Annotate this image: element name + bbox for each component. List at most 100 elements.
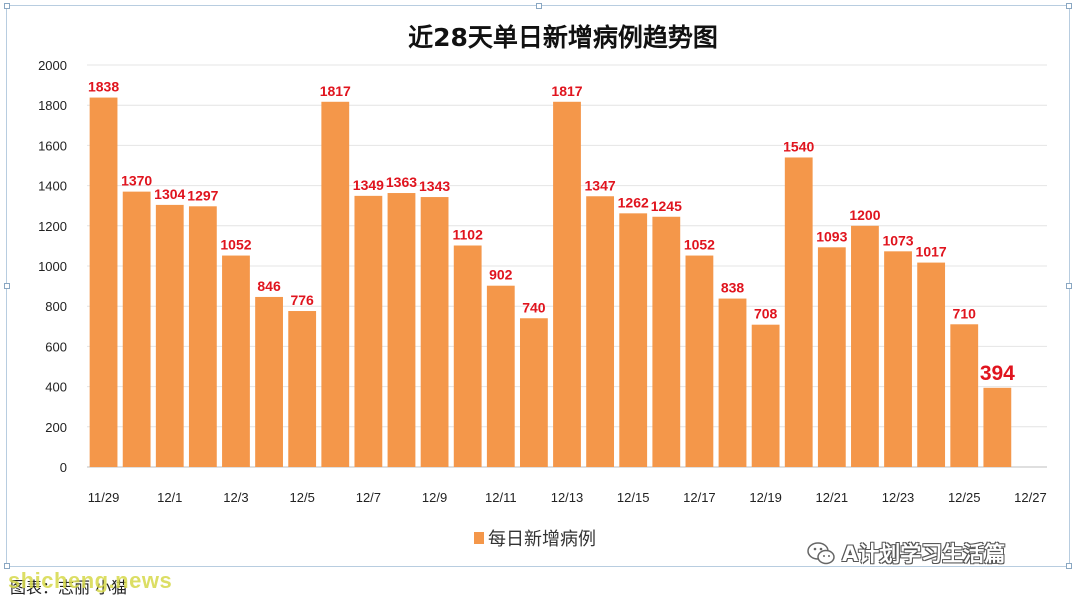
bar [817,247,846,467]
data-label: 1102 [453,226,484,242]
y-axis: 0 200 400 600 800 1000 1200 1400 1600 1800 2000 [38,58,67,475]
x-tick-label: 12/5 [290,490,315,505]
x-axis: 11/29 12/1 12/3 12/5 12/7 12/9 12/11 12/13 12/15… [88,490,1047,505]
data-label: 1073 [882,232,913,248]
data-label: 1297 [187,187,218,203]
bar [288,311,317,467]
data-label: 1200 [849,207,880,223]
source-credit: 图表：志丽 小猫 [10,578,128,597]
y-tick-label: 400 [45,380,67,395]
resize-handle[interactable] [4,563,10,569]
bar [222,255,250,467]
y-tick-label: 600 [45,339,67,354]
data-label: 708 [754,306,778,322]
bar [255,296,283,467]
data-label: 1349 [353,177,384,193]
bar [188,206,217,468]
bar [784,157,813,467]
bar [718,298,747,467]
data-label: 846 [257,278,281,294]
site-watermark: shicheng.news [8,568,173,593]
bar [652,216,681,467]
data-label: 1052 [220,237,251,253]
data-label: 1363 [386,174,417,190]
data-label: 1817 [320,83,351,99]
data-label: 1262 [618,194,649,210]
bar [917,262,946,467]
x-tick-label: 12/13 [551,490,584,505]
legend: 每日新增病例 [474,529,596,550]
bar [354,195,383,467]
y-tick-label: 1600 [38,138,67,153]
brand-badge: A计划学习生活篇 [806,536,1005,570]
x-tick-label: 12/17 [683,490,716,505]
bar [387,193,416,468]
bar [619,213,648,467]
bar [122,191,151,467]
bar [685,255,714,467]
data-label: 1838 [88,79,119,95]
bar [851,225,879,467]
bars [89,97,1012,468]
data-label: 1370 [121,173,152,189]
data-label: 1347 [585,177,616,193]
footer: 图表：志丽 小猫 shicheng.news [0,566,1078,602]
bar [453,245,482,467]
y-tick-label: 1200 [38,219,67,234]
resize-handle[interactable] [1066,563,1072,569]
x-tick-label: 12/1 [157,490,182,505]
data-label: 740 [522,299,546,315]
bar [884,251,912,467]
chart-title: 近28天单日新增病例趋势图 [408,23,718,52]
resize-handle[interactable] [1066,283,1072,289]
bar [553,101,581,468]
y-tick-label: 1800 [38,98,67,113]
data-label: 1817 [551,83,582,99]
x-tick-label: 12/21 [816,490,849,505]
data-label: 1245 [651,198,682,214]
y-tick-label: 200 [45,420,67,435]
data-label: 1304 [154,186,185,202]
resize-handle[interactable] [1066,3,1072,9]
data-label: 1343 [419,178,450,194]
y-tick-label: 0 [60,460,67,475]
data-label: 838 [721,280,745,296]
data-label: 1017 [916,244,947,260]
resize-handle[interactable] [4,3,10,9]
x-tick-label: 12/23 [882,490,915,505]
brand-name: A计划学习生活篇 [842,542,1006,566]
x-tick-label: 12/25 [948,490,981,505]
resize-handle[interactable] [536,3,542,9]
data-label: 776 [290,292,314,308]
x-tick-label: 12/27 [1014,490,1047,505]
x-tick-label: 12/9 [422,490,447,505]
bar [321,101,350,468]
legend-swatch [474,532,484,544]
y-tick-label: 1400 [38,179,67,194]
x-tick-label: 12/7 [356,490,381,505]
x-tick-label: 12/3 [223,490,248,505]
chart-frame [4,3,1072,569]
bar [751,324,780,467]
y-tick-label: 1000 [38,259,67,274]
resize-handle[interactable] [4,283,10,289]
bar [950,324,979,467]
x-tick-label: 12/15 [617,490,650,505]
bar [983,387,1012,467]
y-tick-label: 800 [45,299,67,314]
bar [420,197,449,467]
y-tick-label: 2000 [38,58,67,73]
data-label: 1052 [684,237,715,253]
data-label: 710 [953,305,977,321]
bar [586,196,615,468]
x-tick-label: 12/11 [485,490,517,505]
x-tick-label: 12/19 [749,490,782,505]
data-label: 902 [489,267,513,283]
data-label: 1093 [816,228,847,244]
bar [519,318,548,467]
bar [486,285,515,467]
bar-chart: 近28天单日新增病例趋势图 0 200 400 600 800 1000 1200 1400 1… [38,23,1047,550]
data-label: 394 [980,362,1015,385]
wechat-icon [807,542,835,565]
